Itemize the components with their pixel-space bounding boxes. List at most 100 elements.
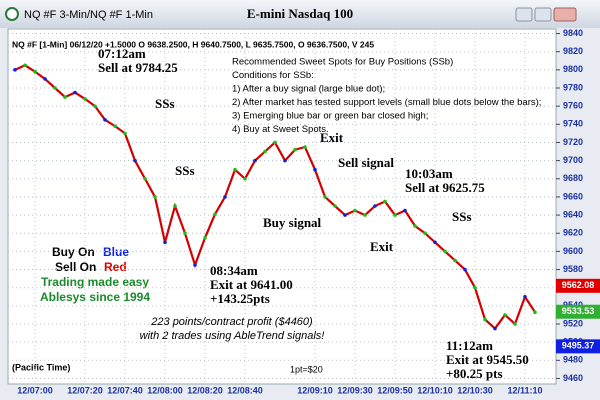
price-point (523, 294, 527, 299)
annotation: 11:12am (446, 338, 493, 353)
price-point (453, 258, 457, 263)
condition-line: 2) After market has tested support level… (232, 97, 541, 108)
price-point (293, 147, 297, 152)
price-point (403, 208, 407, 213)
y-tick-label: 9780 (563, 82, 583, 92)
price-box (556, 304, 600, 319)
maximize-button[interactable] (534, 7, 552, 22)
x-tick-label: 12/11:10 (507, 385, 542, 395)
profit-note: with 2 trades using AbleTrend signals! (140, 330, 325, 342)
annotation: Sell at 9784.25 (98, 60, 178, 75)
price-point (503, 313, 507, 317)
y-tick-label: 9580 (563, 264, 583, 274)
close-button[interactable] (553, 7, 577, 22)
price-point (73, 90, 77, 95)
price-point (193, 263, 197, 267)
annotation: 08:34am (210, 263, 258, 278)
price-point (283, 158, 287, 163)
slogan-sell: Sell On (55, 260, 96, 274)
annotation: Sell signal (338, 155, 394, 170)
price-point (353, 208, 357, 213)
price-point (463, 267, 467, 272)
price-point (443, 249, 447, 254)
price-point (423, 231, 427, 236)
price-point (163, 240, 167, 245)
price-point (183, 231, 187, 236)
price-point (413, 224, 417, 228)
price-point (373, 204, 377, 208)
slogan-line: Ablesys since 1994 (40, 290, 150, 304)
condition-line: 1) After a buy signal (large blue dot); (232, 84, 385, 95)
price-point (203, 235, 207, 240)
price-label: 9495.37 (562, 341, 595, 351)
annotation: Sell at 9625.75 (405, 180, 485, 195)
y-tick-label: 9600 (563, 246, 583, 256)
condition-line: Recommended Sweet Spots for Buy Position… (232, 57, 453, 68)
price-point (53, 86, 57, 90)
x-tick-label: 12/08:00 (147, 385, 183, 395)
price-label: 9533.53 (562, 306, 595, 316)
price-point (313, 167, 317, 172)
x-tick-label: 12/07:20 (67, 385, 103, 395)
x-tick-label: 12/07:40 (107, 385, 143, 395)
x-tick-label: 12/08:40 (227, 385, 263, 395)
condition-line: Conditions for SSb: (232, 70, 314, 81)
price-point (123, 131, 127, 136)
price-point (273, 140, 277, 145)
x-tick-label: 12/08:20 (187, 385, 223, 395)
y-tick-label: 9820 (563, 46, 583, 56)
annotation: +80.25 pts (446, 366, 503, 381)
y-tick-label: 9760 (563, 101, 583, 111)
y-tick-label: 9680 (563, 173, 583, 183)
x-tick-label: 12/10:30 (457, 385, 493, 395)
y-tick-label: 9640 (563, 209, 583, 219)
annotation: Exit at 9641.00 (210, 277, 293, 292)
y-tick-label: 9660 (563, 191, 583, 201)
chart-title: E-mini Nasdaq 100 (247, 6, 353, 21)
price-point (23, 63, 27, 68)
y-tick-label: 9840 (563, 28, 583, 38)
x-tick-label: 12/09:30 (337, 385, 373, 395)
price-point (143, 176, 147, 181)
price-point (243, 176, 247, 181)
annotation: SSs (155, 96, 175, 111)
price-point (323, 195, 327, 199)
price-point (33, 69, 37, 74)
x-tick-label: 12/09:50 (377, 385, 413, 395)
price-point (63, 95, 67, 99)
price-point (43, 77, 47, 81)
annotation: Exit (370, 239, 394, 254)
info-line: NQ #F [1-Min] 06/12/20 +1.5000 O 9638.25… (12, 39, 374, 49)
price-point (343, 213, 347, 217)
annotation: SSs (452, 209, 472, 224)
annotation: SSs (175, 163, 195, 178)
price-point (93, 104, 97, 108)
slogan-buy-color: Blue (103, 245, 129, 259)
point-value: 1pt=$20 (290, 364, 323, 374)
price-point (333, 204, 337, 208)
price-point (133, 158, 137, 163)
title-bar (0, 0, 600, 28)
price-point (263, 149, 267, 154)
x-tick-label: 12/10:10 (417, 385, 453, 395)
annotation: 07:12am (98, 46, 146, 61)
minimize-button[interactable] (515, 7, 533, 22)
slogan-line: Trading made easy (41, 275, 149, 289)
price-point (393, 213, 397, 217)
price-box (556, 278, 600, 293)
price-point (483, 317, 487, 322)
annotation: Buy signal (263, 215, 322, 230)
annotation: +143.25pts (210, 291, 270, 306)
window-title: NQ #F 3-Min/NQ #F 1-Min (24, 9, 153, 21)
y-tick-label: 9720 (563, 137, 583, 147)
y-tick-label: 9460 (563, 373, 583, 383)
annotation: Exit at 9545.50 (446, 352, 529, 367)
y-tick-label: 9480 (563, 355, 583, 365)
price-box (556, 339, 600, 354)
app-icon (5, 7, 19, 21)
x-tick-label: 12/09:10 (297, 385, 333, 395)
slogan-sell-color: Red (104, 260, 127, 274)
y-tick-label: 9620 (563, 228, 583, 238)
price-point (533, 310, 537, 315)
